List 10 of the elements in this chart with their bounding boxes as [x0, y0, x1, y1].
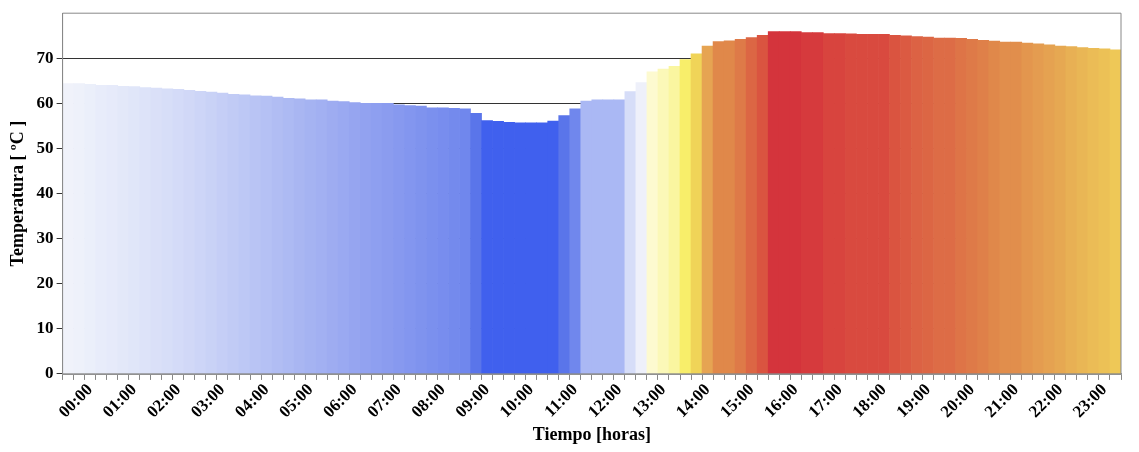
y-axis-title: Temperatura [ ºC ]	[7, 120, 28, 267]
y-tick-label: 10	[36, 318, 54, 338]
y-tick-label: 0	[45, 363, 54, 383]
x-axis-title: Tiempo [horas]	[532, 423, 651, 444]
y-tick-label: 70	[36, 47, 54, 67]
y-tick-label: 60	[36, 92, 54, 112]
y-tick-label: 20	[36, 273, 54, 293]
y-tick-label: 40	[36, 182, 54, 202]
y-tick-label: 50	[36, 137, 54, 157]
y-tick-label: 30	[36, 228, 54, 248]
